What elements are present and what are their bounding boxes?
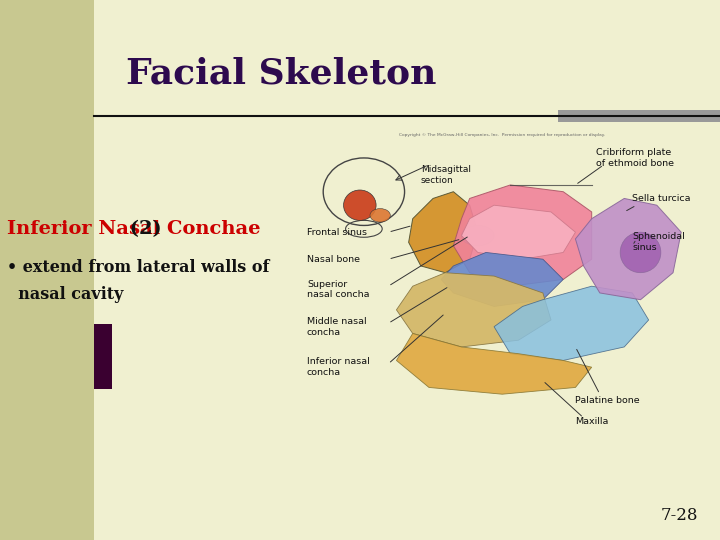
FancyBboxPatch shape <box>0 0 94 540</box>
Ellipse shape <box>370 208 390 222</box>
Text: Inferior Nasal Conchae: Inferior Nasal Conchae <box>7 220 261 239</box>
Text: Midsagittal
section: Midsagittal section <box>420 165 471 185</box>
Text: Sphenoidal
sinus: Sphenoidal sinus <box>632 232 685 252</box>
Polygon shape <box>575 198 681 300</box>
Text: Cribriform plate
of ethmoid bone: Cribriform plate of ethmoid bone <box>595 148 674 168</box>
Text: Middle nasal
concha: Middle nasal concha <box>307 317 366 336</box>
Text: Facial Skeleton: Facial Skeleton <box>126 57 436 91</box>
Ellipse shape <box>462 226 494 246</box>
Text: Inferior nasal
concha: Inferior nasal concha <box>307 357 369 377</box>
Text: Copyright © The McGraw-Hill Companies, Inc.  Permission required for reproductio: Copyright © The McGraw-Hill Companies, I… <box>399 133 606 137</box>
Polygon shape <box>397 333 592 394</box>
Polygon shape <box>462 205 575 259</box>
Text: • extend from lateral walls of: • extend from lateral walls of <box>7 259 269 276</box>
Polygon shape <box>441 252 563 306</box>
Ellipse shape <box>343 190 376 220</box>
FancyBboxPatch shape <box>94 324 112 389</box>
Text: Nasal bone: Nasal bone <box>307 255 360 264</box>
Polygon shape <box>494 286 649 361</box>
Polygon shape <box>454 185 592 286</box>
FancyBboxPatch shape <box>558 110 720 122</box>
Text: Superior
nasal concha: Superior nasal concha <box>307 280 369 300</box>
Text: Frontal sinus: Frontal sinus <box>307 228 367 237</box>
Ellipse shape <box>620 232 661 273</box>
Polygon shape <box>397 273 551 347</box>
Polygon shape <box>409 192 478 273</box>
Text: Sella turcica: Sella turcica <box>632 194 691 203</box>
Text: 7-28: 7-28 <box>661 507 698 524</box>
Text: Maxilla: Maxilla <box>575 417 609 426</box>
Text: (2): (2) <box>123 220 161 239</box>
Text: Palatine bone: Palatine bone <box>575 396 640 406</box>
Text: nasal cavity: nasal cavity <box>7 286 124 303</box>
